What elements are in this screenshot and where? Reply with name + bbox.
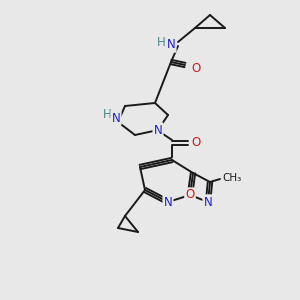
Text: O: O [191,136,201,149]
Text: N: N [112,112,120,124]
Text: O: O [185,188,195,202]
Text: N: N [204,196,212,208]
Text: H: H [157,35,165,49]
Text: N: N [112,112,120,124]
Text: O: O [185,188,195,202]
Text: N: N [204,196,212,208]
Text: H: H [103,109,111,122]
Text: H: H [103,109,111,122]
Text: N: N [167,38,176,52]
Text: H: H [157,35,165,49]
Text: N: N [154,124,162,136]
Text: N: N [154,124,162,136]
Text: N: N [164,196,172,208]
Text: N: N [154,124,162,136]
Text: O: O [191,136,201,149]
Text: O: O [191,62,201,76]
Text: O: O [191,62,201,76]
Text: N: N [164,196,172,208]
Text: CH₃: CH₃ [222,173,241,183]
Text: N: N [167,38,176,52]
Text: CH₃: CH₃ [222,173,241,183]
